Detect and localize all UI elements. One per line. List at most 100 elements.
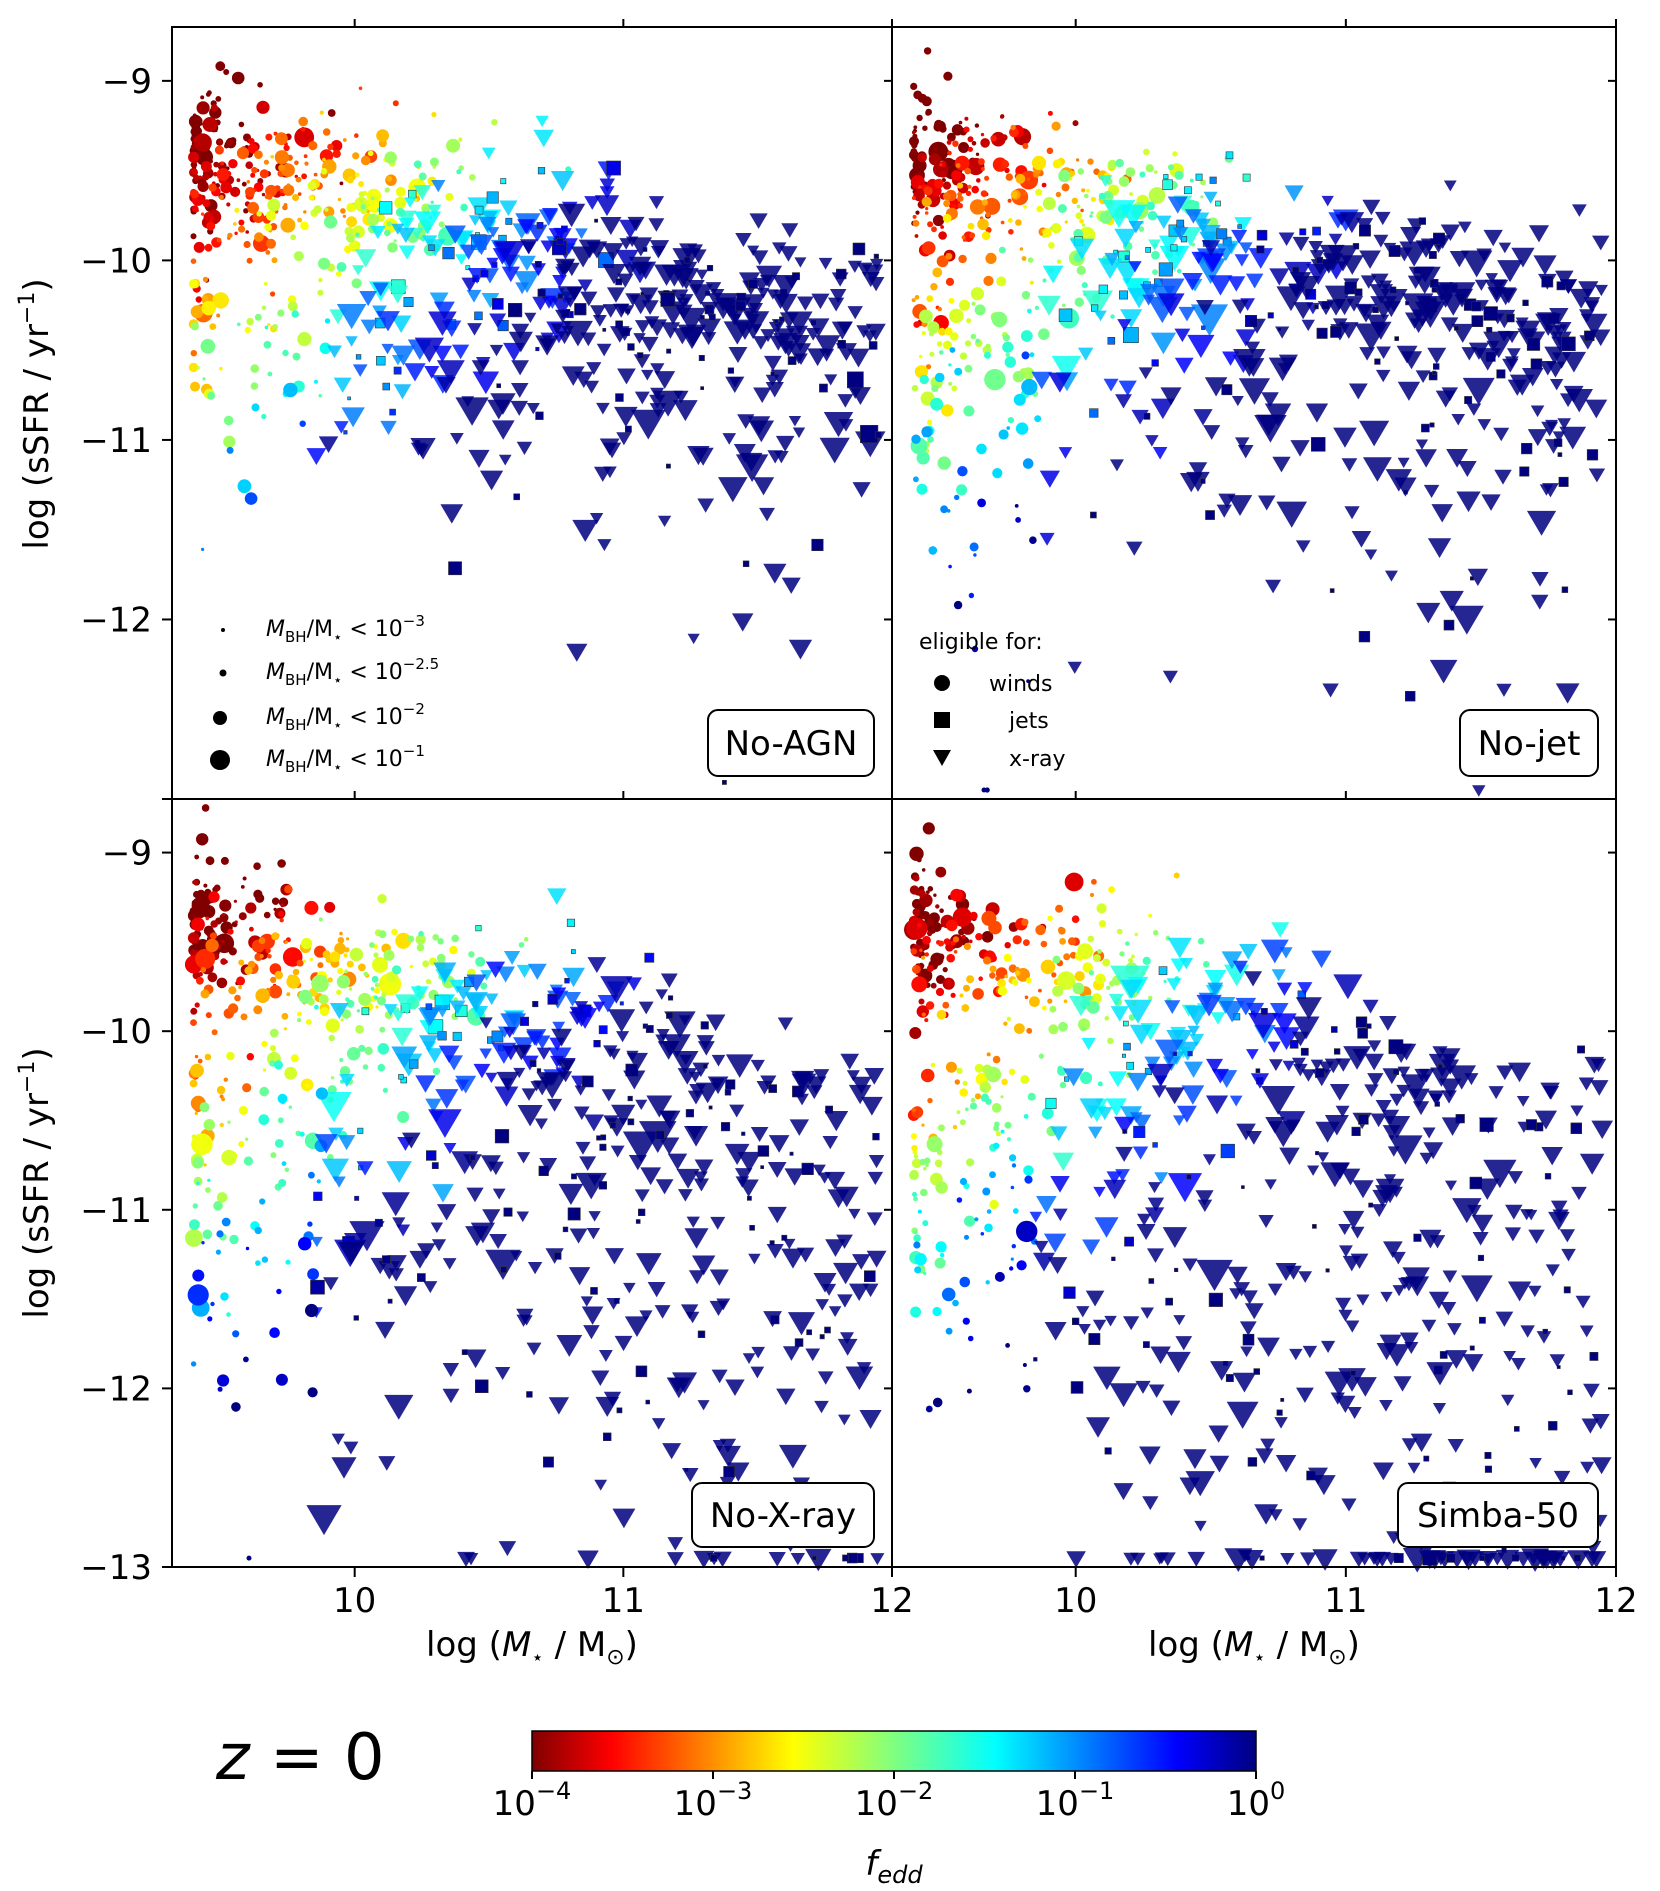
data-point — [624, 1316, 650, 1337]
data-point — [265, 250, 271, 255]
data-point — [911, 1158, 922, 1169]
data-point — [1078, 1323, 1091, 1335]
data-point — [202, 117, 218, 132]
data-point — [1545, 1264, 1560, 1277]
legend-entry-label: MBH/M⋆ < 10−2.5 — [266, 655, 439, 689]
data-point — [995, 976, 1001, 981]
data-point — [591, 1370, 610, 1387]
data-point — [1434, 1101, 1440, 1107]
data-point — [1514, 1426, 1520, 1432]
data-point — [1279, 947, 1293, 959]
data-point — [948, 381, 953, 386]
data-point — [1049, 226, 1053, 230]
data-point — [912, 1191, 917, 1197]
data-point — [1461, 347, 1478, 361]
data-point — [952, 1124, 958, 1130]
data-point — [1352, 1180, 1374, 1199]
data-point — [456, 169, 462, 175]
data-point — [1104, 1447, 1112, 1455]
data-point — [1041, 1005, 1047, 1011]
data-point — [756, 287, 770, 299]
data-point — [959, 1276, 971, 1288]
data-point — [297, 1011, 302, 1017]
data-point — [1265, 579, 1282, 594]
data-point — [1419, 1229, 1442, 1249]
data-point — [540, 240, 555, 253]
data-point — [980, 138, 990, 148]
data-point — [1102, 958, 1111, 967]
data-point — [1244, 971, 1263, 987]
data-point — [772, 274, 801, 299]
data-point — [784, 1168, 805, 1186]
data-point — [1211, 1068, 1229, 1084]
data-point — [1380, 1291, 1393, 1303]
data-point — [1080, 1025, 1087, 1032]
data-point — [377, 894, 387, 904]
data-point — [337, 968, 344, 975]
data-point — [1428, 251, 1437, 259]
data-point — [335, 271, 342, 277]
data-point — [932, 1306, 942, 1317]
data-point — [392, 1217, 406, 1229]
data-point — [1203, 961, 1210, 968]
data-point — [913, 1241, 921, 1249]
data-point — [1040, 940, 1048, 948]
data-point — [1050, 1175, 1070, 1193]
data-point — [431, 1239, 447, 1252]
data-point — [1245, 1130, 1262, 1145]
data-point — [1484, 1465, 1492, 1473]
data-point — [587, 957, 607, 974]
data-point — [1011, 978, 1019, 986]
data-point — [942, 1001, 950, 1009]
data-point — [410, 227, 424, 239]
data-point — [337, 937, 345, 944]
data-point — [1110, 314, 1115, 319]
data-point — [303, 210, 307, 214]
data-point — [709, 1300, 728, 1317]
data-point — [465, 1226, 489, 1247]
data-point — [485, 1249, 521, 1280]
data-point — [250, 172, 256, 178]
data-point — [221, 1097, 226, 1102]
data-point — [1561, 336, 1576, 351]
data-point — [667, 995, 674, 1001]
data-point — [1042, 278, 1047, 283]
data-point — [939, 908, 944, 913]
data-point — [1015, 219, 1022, 226]
data-point — [752, 336, 769, 350]
data-point — [1507, 379, 1527, 396]
data-point — [1041, 1107, 1054, 1120]
data-point — [712, 1440, 727, 1452]
data-point — [1238, 378, 1271, 405]
data-point — [575, 228, 588, 240]
data-point — [916, 922, 922, 928]
data-point — [205, 856, 215, 866]
data-point — [562, 1226, 569, 1233]
data-point — [1135, 1380, 1151, 1394]
data-point — [526, 1342, 542, 1356]
data-point — [468, 951, 475, 958]
data-point — [1162, 1227, 1188, 1248]
data-point — [1298, 1271, 1313, 1283]
data-point — [496, 383, 502, 389]
data-point — [1331, 1026, 1338, 1033]
data-point — [250, 382, 259, 390]
data-point — [1154, 170, 1158, 174]
data-point — [697, 1330, 706, 1339]
data-point — [479, 470, 504, 491]
data-point — [1471, 301, 1482, 312]
data-point — [1132, 1114, 1152, 1131]
data-point — [617, 273, 634, 288]
data-point — [623, 264, 638, 276]
data-point — [1268, 1121, 1299, 1148]
data-point — [641, 369, 654, 381]
data-point — [984, 1223, 993, 1233]
data-point — [1088, 1333, 1101, 1346]
data-point — [944, 327, 953, 336]
data-point — [1090, 511, 1097, 519]
data-point — [283, 1027, 287, 1031]
data-point — [1474, 1178, 1500, 1200]
data-point — [1043, 1233, 1067, 1253]
data-point — [738, 1179, 759, 1197]
data-point — [393, 1286, 418, 1307]
